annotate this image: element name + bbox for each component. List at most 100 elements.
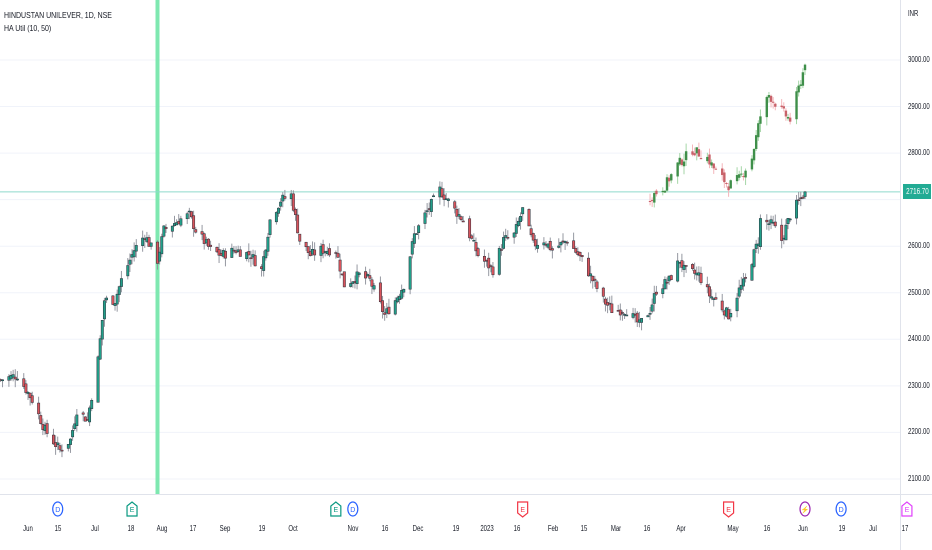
price-candle-up <box>113 303 117 306</box>
price-candle-up <box>516 220 520 227</box>
price-candle-up <box>160 236 164 255</box>
ha-candle-down <box>697 149 701 157</box>
price-candle-up <box>710 296 714 299</box>
price-candle-down <box>527 209 531 227</box>
indicator-title[interactable]: HA Util (10, 50) <box>4 23 52 33</box>
ha-candle-up <box>729 180 732 189</box>
price-candle-up <box>355 271 359 285</box>
price-candle-up <box>640 318 643 323</box>
time-tick: 19 <box>452 524 460 533</box>
price-candle-up <box>514 224 518 234</box>
ha-candle-up <box>765 97 769 118</box>
symbol-title[interactable]: HINDUSTAN UNILEVER, 1D, NSE <box>4 10 112 20</box>
svg-text:⚡: ⚡ <box>801 505 810 514</box>
price-candle-down <box>207 238 210 247</box>
price-candle-up <box>650 304 654 312</box>
svg-text:E: E <box>905 507 910 514</box>
price-candle-down <box>610 303 614 313</box>
price-candle-up <box>542 242 546 246</box>
price-candle-up <box>75 414 79 427</box>
price-candle-down <box>487 257 491 269</box>
ha-candle-down <box>680 159 684 166</box>
price-candle-up <box>100 320 104 340</box>
ha-candle-up <box>710 162 713 166</box>
price-candle-down <box>192 215 196 229</box>
price-candle-up <box>676 260 680 282</box>
price-candle-up <box>73 423 77 429</box>
dividend-event-icon[interactable]: D <box>835 501 847 517</box>
time-tick: Dec <box>412 524 424 533</box>
earnings-event-icon[interactable]: E <box>330 501 342 517</box>
price-candle-up <box>408 256 412 290</box>
time-tick: 16 <box>513 524 521 533</box>
time-tick: Aug <box>156 524 168 533</box>
price-candle-up <box>457 214 461 217</box>
price-candle-up <box>128 259 132 265</box>
time-tick: 17 <box>189 524 197 533</box>
svg-text:E: E <box>726 507 731 514</box>
price-candle-up <box>230 247 234 258</box>
price-candle-down <box>304 241 308 248</box>
ha-candle-up <box>795 91 798 120</box>
ha-candle-down <box>727 186 730 191</box>
price-candle-up <box>1 379 4 382</box>
price-tick: 3000.00 <box>908 55 930 64</box>
price-candle-down <box>194 229 198 233</box>
time-tick: Feb <box>547 524 559 533</box>
price-candle-down <box>247 251 251 256</box>
price-candle-up <box>786 218 790 225</box>
split-event-icon[interactable]: ⚡ <box>799 501 811 517</box>
ha-candle-down <box>780 105 783 108</box>
price-candle-down <box>531 233 535 241</box>
price-candle-down <box>578 251 582 257</box>
time-tick: 16 <box>763 524 771 533</box>
price-candle-up <box>56 442 60 445</box>
price-candle-up <box>105 297 109 301</box>
price-candle-up <box>162 225 166 237</box>
time-tick: 16 <box>381 524 389 533</box>
ha-candle-up <box>665 177 669 191</box>
earnings-event-icon[interactable]: E <box>901 501 913 517</box>
price-candle-down <box>574 248 578 253</box>
earnings-event-icon[interactable]: E <box>722 501 735 518</box>
price-candle-down <box>383 312 387 315</box>
price-candle-down <box>24 383 28 393</box>
ha-candle-down <box>721 168 724 176</box>
price-candle-up <box>648 313 652 315</box>
time-tick: 17 <box>901 524 909 533</box>
price-candle-up <box>735 297 739 312</box>
price-candle-down <box>580 255 584 258</box>
dividend-event-icon[interactable]: D <box>52 501 64 517</box>
ha-candle-down <box>699 158 703 160</box>
price-candle-down <box>459 216 463 220</box>
price-candle-up <box>758 218 762 247</box>
chart-legend: HINDUSTAN UNILEVER, 1D, NSE HA Util (10,… <box>4 9 112 35</box>
time-tick: 2023 <box>480 524 494 533</box>
price-candle-down <box>468 218 472 239</box>
time-tick: Oct <box>288 524 298 533</box>
price-candle-up <box>767 223 771 225</box>
price-candle-down <box>550 248 554 251</box>
ha-candle-up <box>740 173 743 175</box>
ha-candle-up <box>735 175 739 182</box>
dividend-event-icon[interactable]: D <box>347 501 359 517</box>
time-tick: Jul <box>91 524 99 533</box>
price-candle-down <box>336 252 340 258</box>
price-candle-down <box>440 188 444 198</box>
price-candle-down <box>474 242 478 252</box>
ha-candle-up <box>799 84 802 86</box>
price-candle-down <box>321 244 325 254</box>
ha-candle-down <box>771 101 775 103</box>
price-candle-up <box>410 241 414 255</box>
svg-text:D: D <box>55 507 60 514</box>
ha-candle-up <box>695 147 698 154</box>
price-candle-up <box>90 400 94 409</box>
price-candle-down <box>378 282 382 303</box>
ha-candle-up <box>752 149 756 161</box>
price-candle-down <box>572 240 576 249</box>
earnings-event-icon[interactable]: E <box>126 501 138 517</box>
earnings-event-icon[interactable]: E <box>517 501 529 518</box>
time-tick: 18 <box>127 524 135 533</box>
ha-candle-up <box>801 72 805 86</box>
